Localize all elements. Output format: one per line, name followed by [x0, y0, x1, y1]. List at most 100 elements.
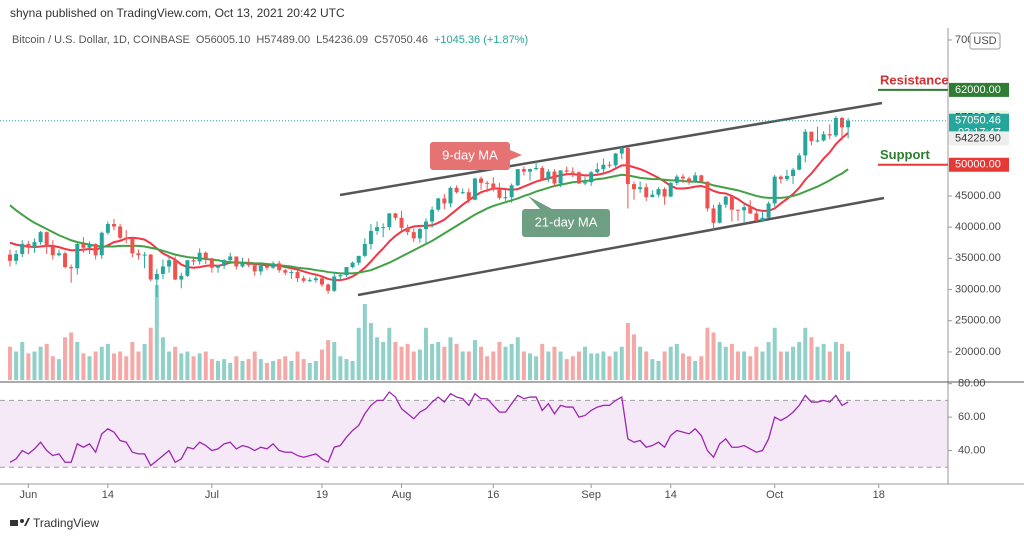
- volume-bar: [472, 340, 477, 380]
- candle-body: [368, 230, 373, 244]
- candle-body: [289, 272, 294, 274]
- candle-body: [203, 252, 208, 259]
- candle-body: [258, 265, 263, 272]
- volume-bar: [840, 343, 844, 380]
- candle-body: [154, 273, 159, 280]
- legend-value: L54236.09: [316, 34, 368, 46]
- volume-bar: [191, 356, 196, 380]
- candle-body: [809, 131, 814, 142]
- candle-body: [130, 239, 135, 254]
- candle-body: [301, 278, 306, 281]
- candle-body: [271, 263, 276, 268]
- candle-body: [112, 224, 116, 227]
- volume-bar: [368, 323, 373, 380]
- volume-bar: [723, 346, 728, 380]
- volume-bar: [711, 332, 716, 380]
- candle-body: [356, 255, 361, 263]
- volume-bar: [381, 342, 386, 380]
- candle-body: [613, 153, 618, 166]
- volume-bar: [680, 353, 685, 380]
- candle-body: [307, 280, 312, 282]
- volume-bar: [674, 343, 679, 380]
- candle-body: [668, 182, 673, 197]
- price-tag: [949, 131, 1009, 146]
- x-tick-label: Aug: [392, 489, 412, 501]
- candle-body: [142, 254, 147, 256]
- candle-body: [815, 140, 820, 142]
- volume-bar: [717, 342, 722, 380]
- volume-bar: [748, 356, 753, 380]
- candle-body: [656, 189, 661, 195]
- volume-bar: [515, 337, 520, 380]
- volume-bar: [362, 304, 367, 380]
- candle-body: [20, 243, 25, 254]
- volume-bar: [705, 327, 710, 380]
- volume-bar: [803, 327, 808, 380]
- legend-value: +1045.36 (+1.87%): [434, 34, 528, 46]
- volume-bar: [63, 337, 68, 380]
- volume-bar: [246, 359, 251, 380]
- volume-bar: [644, 351, 649, 380]
- currency: USD: [973, 35, 996, 47]
- volume-bar: [148, 327, 153, 380]
- volume-bar: [417, 349, 422, 380]
- rsi-band: [0, 400, 948, 468]
- candle-body: [509, 185, 514, 198]
- annotation-label: 9-day MA: [442, 147, 498, 162]
- level-name: Support: [880, 147, 930, 162]
- volume-bar: [271, 361, 276, 380]
- volume-bar: [393, 342, 398, 380]
- volume-bar: [350, 361, 355, 380]
- candle-body: [350, 262, 355, 268]
- x-tick-label: 14: [102, 489, 114, 501]
- currency-box[interactable]: [969, 32, 1001, 50]
- legend-value: O56005.10: [196, 34, 250, 46]
- candle-body: [424, 221, 428, 230]
- candle-body: [540, 167, 545, 180]
- volume-bar: [736, 351, 740, 380]
- candle-body: [393, 213, 398, 218]
- volume-bar: [632, 334, 636, 380]
- candle-body: [723, 196, 728, 205]
- candle-body: [375, 227, 380, 231]
- volume-bar: [656, 361, 661, 380]
- rsi-line: [9, 391, 849, 467]
- volume-bar: [222, 359, 227, 380]
- volume-bar: [503, 346, 508, 380]
- volume-bar: [815, 346, 820, 380]
- volume-bar: [124, 356, 129, 380]
- volume-bar: [589, 353, 594, 380]
- candle-body: [454, 187, 459, 193]
- candle-body: [705, 181, 710, 209]
- candle-body: [827, 134, 832, 136]
- volume-bar: [595, 353, 600, 380]
- volume-bar: [87, 356, 92, 380]
- volume-bar: [607, 356, 612, 380]
- volume-bar: [485, 356, 490, 380]
- candle-body: [185, 260, 190, 276]
- logo: [10, 518, 30, 526]
- candle-body: [381, 227, 386, 229]
- candle-body: [552, 171, 557, 184]
- volume-bar: [252, 351, 257, 380]
- candle-body: [148, 254, 153, 280]
- candle-body: [332, 276, 337, 291]
- volume-bar: [44, 343, 49, 380]
- candle-body: [466, 192, 471, 200]
- volume-bar: [277, 359, 282, 380]
- candle-body: [32, 242, 37, 248]
- volume-bar: [209, 359, 214, 380]
- candle-body: [14, 253, 19, 261]
- volume-bar: [8, 346, 12, 380]
- volume-bar: [228, 362, 233, 380]
- volume-bar: [601, 351, 606, 380]
- volume-bar: [375, 337, 380, 380]
- header: shyna published on TradingView.com, Oct …: [10, 6, 345, 20]
- footer: TradingView: [33, 516, 99, 530]
- volume-bar: [693, 361, 698, 380]
- volume-bar: [32, 351, 37, 380]
- volume-bar: [784, 351, 789, 380]
- volume-bar: [454, 343, 459, 380]
- candle-body: [87, 243, 92, 248]
- candle-body: [118, 226, 123, 238]
